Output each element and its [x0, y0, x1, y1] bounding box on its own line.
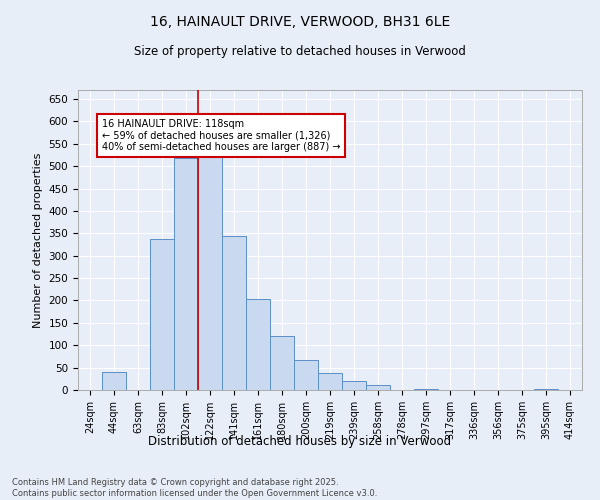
Text: Size of property relative to detached houses in Verwood: Size of property relative to detached ho… — [134, 45, 466, 58]
Bar — [414, 388, 438, 390]
Bar — [294, 360, 318, 390]
Text: Distribution of detached houses by size in Verwood: Distribution of detached houses by size … — [148, 435, 452, 448]
Bar — [246, 298, 270, 390]
Y-axis label: Number of detached properties: Number of detached properties — [33, 152, 43, 328]
Text: 16, HAINAULT DRIVE, VERWOOD, BH31 6LE: 16, HAINAULT DRIVE, VERWOOD, BH31 6LE — [150, 15, 450, 29]
Text: 16 HAINAULT DRIVE: 118sqm
← 59% of detached houses are smaller (1,326)
40% of se: 16 HAINAULT DRIVE: 118sqm ← 59% of detac… — [102, 119, 341, 152]
Bar — [534, 389, 558, 390]
Bar — [270, 336, 294, 390]
Bar — [198, 148, 222, 390]
Bar — [102, 372, 126, 390]
Bar — [222, 236, 246, 390]
Bar — [366, 385, 390, 390]
Bar — [318, 373, 342, 390]
Text: Contains HM Land Registry data © Crown copyright and database right 2025.
Contai: Contains HM Land Registry data © Crown c… — [12, 478, 377, 498]
Bar — [342, 382, 366, 390]
Bar — [174, 158, 198, 390]
Bar — [150, 238, 174, 390]
